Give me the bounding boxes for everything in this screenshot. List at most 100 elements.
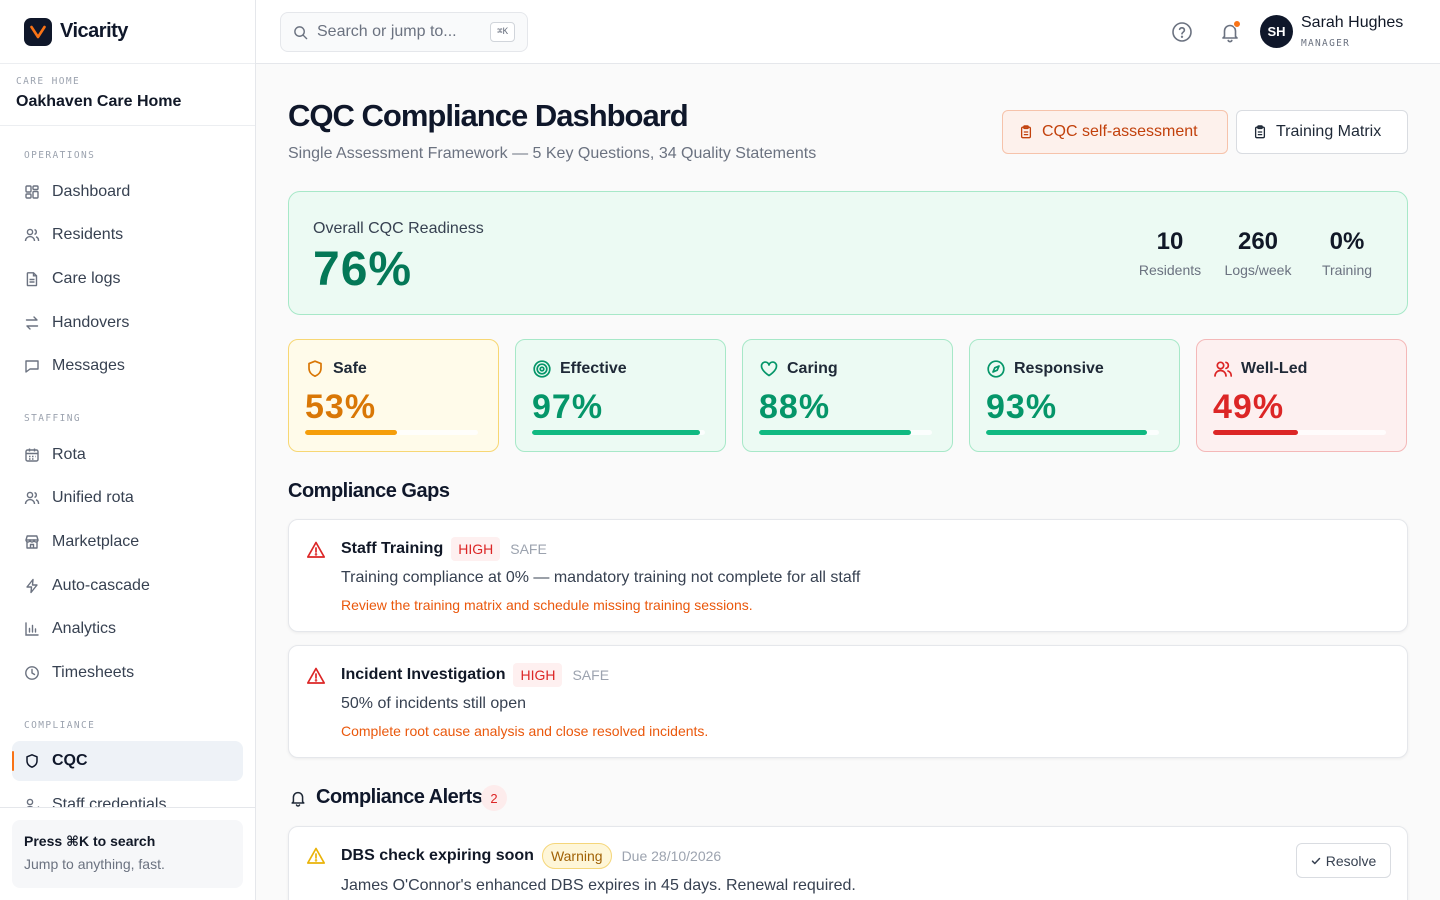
gap-card[interactable]: Incident Investigation HIGH SAFE 50% of … (288, 645, 1408, 758)
kq-progress-track (1213, 430, 1386, 435)
kq-header: Caring (759, 359, 838, 379)
training-matrix-label: Training Matrix (1276, 123, 1382, 140)
alert-triangle-icon (306, 540, 326, 560)
care-home-kicker: CARE HOME (16, 76, 81, 87)
kq-value: 88% (759, 388, 831, 426)
kq-name: Responsive (1014, 360, 1104, 377)
training-matrix-button[interactable]: Training Matrix (1236, 110, 1408, 154)
kq-progress-track (759, 430, 932, 435)
kq-header: Safe (305, 359, 367, 379)
heart-icon (759, 359, 779, 379)
user-role: MANAGER (1301, 38, 1351, 49)
swap-icon (24, 315, 40, 331)
file-icon (24, 271, 40, 287)
category-tag: SAFE (510, 541, 547, 557)
avatar[interactable]: SH (1260, 15, 1293, 48)
nav-item-label: Messages (52, 357, 125, 374)
alert-card[interactable]: DBS check expiring soon Warning Due 28/1… (288, 826, 1408, 900)
nav-item-label: Rota (52, 446, 86, 463)
nav-item-label: Handovers (52, 314, 130, 331)
nav-item-label: Unified rota (52, 489, 134, 506)
nav-item-label: Analytics (52, 620, 117, 637)
alert-triangle-icon (306, 666, 326, 686)
key-question-card-effective[interactable]: Effective 97% (515, 339, 726, 452)
users-icon (24, 227, 40, 243)
page-title: CQC Compliance Dashboard (288, 98, 689, 133)
key-question-card-well-led[interactable]: Well-Led 49% (1196, 339, 1407, 452)
nav-item-label: Residents (52, 226, 124, 243)
search-icon (293, 25, 308, 40)
nav-item-label: Timesheets (52, 664, 135, 681)
nav-item-label: Marketplace (52, 533, 140, 550)
compass-icon (986, 359, 1006, 379)
target-icon (532, 359, 552, 379)
users-icon (24, 490, 40, 506)
store-icon (24, 534, 40, 550)
key-question-card-caring[interactable]: Caring 88% (742, 339, 953, 452)
gap-title-row: Staff Training HIGH SAFE (341, 537, 547, 561)
calendar-icon (24, 447, 40, 463)
shield-icon (305, 359, 325, 379)
key-question-card-responsive[interactable]: Responsive 93% (969, 339, 1180, 452)
nav-item-handovers[interactable]: Handovers (12, 303, 243, 343)
nav-item-timesheets[interactable]: Timesheets (12, 653, 243, 693)
gap-description: Training compliance at 0% — mandatory tr… (341, 569, 861, 586)
notifications-bell-icon[interactable] (1218, 20, 1242, 44)
nav-item-dashboard[interactable]: Dashboard (12, 172, 243, 212)
shield-icon (24, 753, 40, 769)
message-icon (24, 358, 40, 374)
gap-card[interactable]: Staff Training HIGH SAFE Training compli… (288, 519, 1408, 632)
bell-icon (288, 788, 308, 808)
search-input[interactable]: Search or jump to... ⌘K (280, 12, 528, 52)
nav-item-auto-cascade[interactable]: Auto-cascade (12, 566, 243, 606)
stat-logs-week: 260 Logs/week (1220, 228, 1296, 278)
alerts-count-badge: 2 (481, 785, 507, 811)
kq-progress-fill (1213, 430, 1298, 435)
resolve-label: Resolve (1325, 852, 1377, 869)
gap-description: 50% of incidents still open (341, 695, 526, 712)
care-home-selector[interactable]: CARE HOME Oakhaven Care Home (0, 64, 255, 126)
category-tag: SAFE (572, 667, 610, 683)
help-icon[interactable] (1170, 20, 1194, 44)
stat-label: Logs/week (1224, 262, 1292, 278)
nav-item-unified-rota[interactable]: Unified rota (12, 478, 243, 518)
kq-name: Caring (787, 360, 838, 377)
kq-value: 49% (1213, 388, 1285, 426)
due-date: Due 28/10/2026 (621, 848, 722, 864)
kq-progress-track (532, 430, 705, 435)
kq-name: Effective (560, 360, 627, 377)
self-assessment-label: CQC self-assessment (1042, 123, 1198, 140)
tip-title: Press ⌘K to search (24, 833, 156, 849)
command-palette-tip[interactable]: Press ⌘K to search Jump to anything, fas… (12, 820, 243, 888)
nav-item-residents[interactable]: Residents (12, 215, 243, 255)
gap-title-row: Incident Investigation HIGH SAFE (341, 663, 609, 687)
brand[interactable]: Vicarity (0, 0, 255, 64)
gap-action: Complete root cause analysis and close r… (341, 723, 709, 739)
nav-item-analytics[interactable]: Analytics (12, 609, 243, 649)
kq-header: Responsive (986, 359, 1104, 379)
resolve-button[interactable]: Resolve (1296, 843, 1391, 878)
stat-value: 10 (1156, 228, 1184, 255)
gap-title: Incident Investigation (341, 666, 506, 683)
stat-label: Residents (1138, 262, 1202, 278)
kq-name: Safe (333, 360, 367, 377)
gap-action: Review the training matrix and schedule … (341, 597, 753, 613)
alert-description: James O'Connor's enhanced DBS expires in… (341, 877, 856, 894)
stat-training: 0% Training (1314, 228, 1380, 278)
cqc-self-assessment-button[interactable]: CQC self-assessment (1002, 110, 1228, 154)
nav-item-marketplace[interactable]: Marketplace (12, 522, 243, 562)
nav-item-cqc[interactable]: CQC (12, 741, 243, 781)
nav-section-staffing: STAFFING (24, 413, 81, 424)
clipboard-icon (1253, 125, 1267, 139)
user-name[interactable]: Sarah Hughes (1301, 14, 1404, 31)
nav-item-care-logs[interactable]: Care logs (12, 259, 243, 299)
nav-item-messages[interactable]: Messages (12, 346, 243, 386)
readiness-label: Overall CQC Readiness (313, 220, 484, 237)
nav-item-rota[interactable]: Rota (12, 435, 243, 475)
clipboard-icon (1019, 125, 1033, 139)
kq-value: 97% (532, 388, 604, 426)
key-question-card-safe[interactable]: Safe 53% (288, 339, 499, 452)
warning-badge: Warning (541, 843, 612, 869)
kq-value: 53% (305, 388, 377, 426)
sidebar: Vicarity CARE HOME Oakhaven Care Home OP… (0, 0, 256, 900)
